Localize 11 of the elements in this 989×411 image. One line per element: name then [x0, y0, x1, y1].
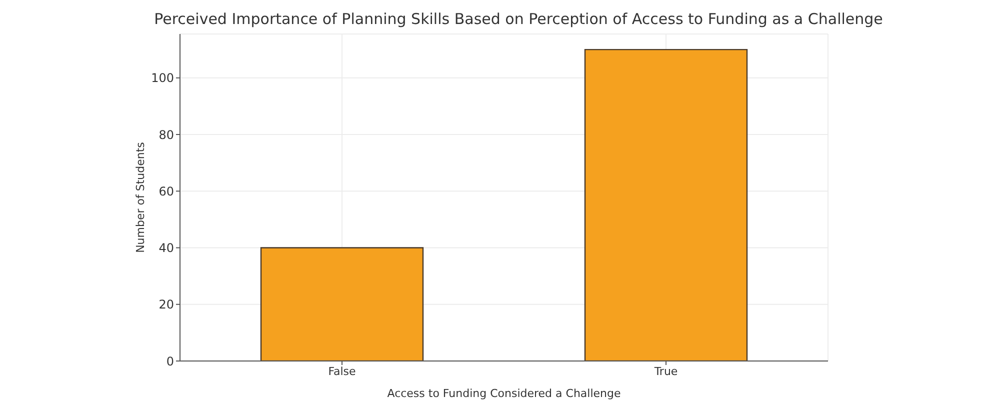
y-tick-label: 20	[158, 298, 174, 312]
x-tick-label: False	[328, 364, 356, 378]
y-tick-label: 80	[158, 128, 174, 142]
x-axis-title: Access to Funding Considered a Challenge	[387, 387, 621, 400]
chart-title: Perceived Importance of Planning Skills Based on Perception of Access to Funding as a Challenge	[153, 9, 884, 30]
y-tick-label: 100	[151, 71, 174, 86]
x-tick-label: True	[653, 364, 678, 378]
y-tick-label: 60	[158, 184, 174, 198]
y-tick-label: 40	[158, 241, 174, 256]
y-axis-title: Number of Students	[134, 142, 147, 253]
y-tick-label: 0	[166, 354, 174, 368]
